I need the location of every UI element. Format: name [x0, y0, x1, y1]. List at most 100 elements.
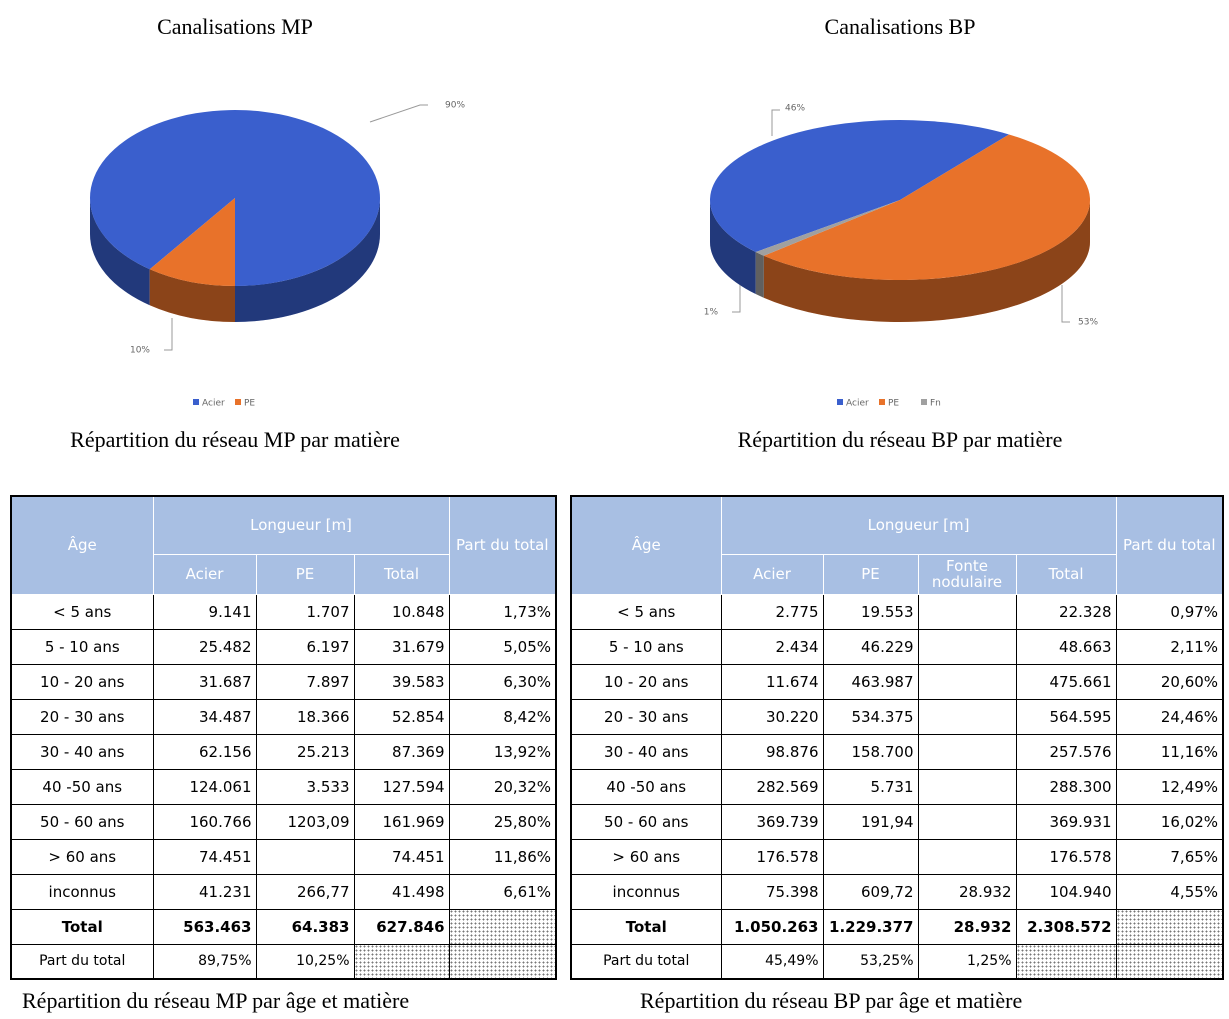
- table-cell: [917, 838, 1017, 875]
- total-row: Part du total 89,75% 10,25%: [10, 943, 557, 980]
- pie-side-shade: [710, 200, 756, 295]
- table-cell: 10 - 20 ans: [10, 663, 154, 700]
- table-cell: 2,11%: [1115, 628, 1224, 665]
- header-cell: Part du total: [448, 495, 557, 595]
- header-cell: Fonte nodulaire: [917, 553, 1017, 595]
- header-cell: PE: [822, 553, 919, 595]
- total-row: Part du total 45,49% 53,25% 1,25%: [570, 943, 1224, 980]
- table-cell: Part du total: [10, 943, 154, 980]
- header-cell: Part du total: [1115, 495, 1224, 595]
- table-cell: [917, 698, 1017, 735]
- table-cell: 28.932: [917, 873, 1017, 910]
- table-cell: inconnus: [570, 873, 722, 910]
- table-cell: 10 - 20 ans: [570, 663, 722, 700]
- table-cell: [448, 908, 557, 945]
- pie-slice: [763, 134, 1090, 280]
- header-row: Âge Longueur [m] Part du total: [10, 495, 557, 595]
- legend-swatch: [879, 399, 885, 405]
- table-cell: 16,02%: [1115, 803, 1224, 840]
- table-cell: [917, 768, 1017, 805]
- table-cell: > 60 ans: [570, 838, 722, 875]
- table-cell: 266,77: [255, 873, 355, 910]
- table-cell: 6.197: [255, 628, 355, 665]
- table-cell: < 5 ans: [570, 593, 722, 630]
- header-cell: Âge: [10, 495, 154, 595]
- table-cell: 40 -50 ans: [570, 768, 722, 805]
- pie-side: [710, 200, 756, 295]
- table-cell: 627.846: [353, 908, 450, 945]
- total-row: Total 1.050.263 1.229.377 28.932 2.308.572: [570, 908, 1224, 945]
- table-cell: [822, 838, 919, 875]
- pie-side-shade: [90, 198, 150, 306]
- table-cell: 5,05%: [448, 628, 557, 665]
- table-cell: 369.739: [720, 803, 824, 840]
- table-cell: 2.434: [720, 628, 824, 665]
- table-cell: Total: [570, 908, 722, 945]
- table-cell: 45,49%: [720, 943, 824, 980]
- table-cell: 1,73%: [448, 593, 557, 630]
- table-cell: 1.229.377: [822, 908, 919, 945]
- table-row: 50 - 60 ans 160.766 1203,09 161.969 25,80%: [10, 803, 557, 840]
- table-cell: [917, 593, 1017, 630]
- table-cell: 10.848: [353, 593, 450, 630]
- pie-charts: Canalisations MP Répartition du réseau MP…: [70, 14, 1098, 452]
- table-cell: 369.931: [1015, 803, 1117, 840]
- table-bp: Âge Longueur [m] Part du total Acier PE Fonte…: [570, 495, 1225, 980]
- table-cell: 475.661: [1015, 663, 1117, 700]
- pie-side-shade: [149, 269, 235, 322]
- table-cell: 5 - 10 ans: [570, 628, 722, 665]
- table-row: 20 - 30 ans 30.220 534.375 564.595 24,46%: [570, 698, 1224, 735]
- header-cell: Total: [1015, 553, 1117, 595]
- pie-side: [235, 198, 380, 322]
- table-row: inconnus 75.398 609,72 28.932 104.940 4,55%: [570, 873, 1224, 910]
- table-row: 10 - 20 ans 11.674 463.987 475.661 20,60%: [570, 663, 1224, 700]
- legend-swatch: [921, 399, 927, 405]
- header-cell: PE: [255, 553, 355, 595]
- chart-title: Canalisations MP: [157, 14, 313, 39]
- chart-caption: Répartition du réseau MP par matière: [70, 427, 400, 452]
- table-row: 10 - 20 ans 31.687 7.897 39.583 6,30%: [10, 663, 557, 700]
- table-row: inconnus 41.231 266,77 41.498 6,61%: [10, 873, 557, 910]
- table-cell: 41.231: [152, 873, 257, 910]
- table-cell: 64.383: [255, 908, 355, 945]
- pie-slice: [755, 200, 900, 256]
- table-row: 30 - 40 ans 98.876 158.700 257.576 11,16%: [570, 733, 1224, 770]
- table-row: 50 - 60 ans 369.739 191,94 369.931 16,02%: [570, 803, 1224, 840]
- table-cell: 5.731: [822, 768, 919, 805]
- table-cell: 10,25%: [255, 943, 355, 980]
- table-cell: 1.050.263: [720, 908, 824, 945]
- table-cell: 191,94: [822, 803, 919, 840]
- table-cell: < 5 ans: [10, 593, 154, 630]
- table-cell: 18.366: [255, 698, 355, 735]
- table-cell: 288.300: [1015, 768, 1117, 805]
- table-cell: [353, 943, 450, 980]
- header-cell: Longueur [m]: [720, 495, 1117, 555]
- header-cell: Acier: [152, 553, 257, 595]
- pie-side-shade: [755, 252, 764, 298]
- table-cell: 34.487: [152, 698, 257, 735]
- table-row: > 60 ans 74.451 74.451 11,86%: [10, 838, 557, 875]
- table-cell: 7,65%: [1115, 838, 1224, 875]
- table-row: 5 - 10 ans 2.434 46.229 48.663 2,11%: [570, 628, 1224, 665]
- legend-swatch: [193, 399, 199, 405]
- table-cell: inconnus: [10, 873, 154, 910]
- table-caption: Répartition du réseau BP par âge et mati…: [640, 988, 1023, 1013]
- table-cell: 463.987: [822, 663, 919, 700]
- legend-label: Acier: [846, 399, 869, 409]
- table-cell: 563.463: [152, 908, 257, 945]
- data-label: 10%: [130, 346, 150, 356]
- table-row: 5 - 10 ans 25.482 6.197 31.679 5,05%: [10, 628, 557, 665]
- table-cell: 609,72: [822, 873, 919, 910]
- table-cell: [448, 943, 557, 980]
- table-cell: [917, 803, 1017, 840]
- table-row: 40 -50 ans 282.569 5.731 288.300 12,49%: [570, 768, 1224, 805]
- table-cell: 19.553: [822, 593, 919, 630]
- table-cell: Part du total: [570, 943, 722, 980]
- table-cell: 124.061: [152, 768, 257, 805]
- header-cell: Âge: [570, 495, 722, 595]
- table-cell: 282.569: [720, 768, 824, 805]
- pie-slice: [149, 198, 235, 286]
- table-row: < 5 ans 2.775 19.553 22.328 0,97%: [570, 593, 1224, 630]
- pie-side: [90, 198, 150, 306]
- chart-caption: Répartition du réseau BP par matière: [738, 427, 1063, 452]
